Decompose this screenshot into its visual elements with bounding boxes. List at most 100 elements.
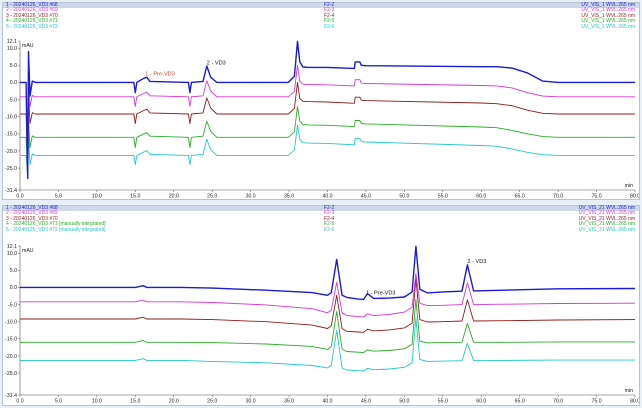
y-tick-label: -15.0 (5, 132, 17, 138)
legend-row[interactable]: 3 - 20240126_VD3 #70 F2-4 UV_VIS_1 WVL:2… (3, 12, 639, 19)
legend-channel: F2-4 (324, 215, 335, 222)
x-tick-label: 5.0 (55, 194, 62, 200)
legend-channel: F2-3 (324, 7, 335, 14)
legend-row[interactable]: 2 - 20240126_VD3 #69 F2-3 UV_VIS_1 WVL:2… (3, 7, 639, 14)
legend-channel: F2-3 (324, 210, 335, 217)
chromatogram-plot-bottom[interactable]: 12.110.05.00.0-5.0-10.0-15.0-20.0-25.0-3… (3, 206, 639, 405)
legend-name: 1 - 20240126_VD3 #68 (6, 205, 58, 211)
y-tick-label: 5.0 (10, 268, 17, 274)
legend-row[interactable]: 5 - 20240126_VD3 #72 [manually integrate… (3, 226, 639, 233)
y-tick-label: -10.0 (5, 114, 17, 120)
legend-channel: F2-2 (324, 205, 335, 211)
y-tick-label: 12.1 (7, 244, 17, 250)
x-tick-label: 35.0 (284, 194, 294, 200)
series-line-4 (20, 298, 635, 353)
x-tick-label: 55.0 (438, 194, 448, 200)
legend-name: 2 - 20240126_VD3 #69 (6, 210, 58, 217)
legend-detector: UV_VIS_21 WVL:265 nm (578, 210, 635, 217)
chromatogram-panel-bottom: 1 - 20240126_VD3 #68 F2-2 UV_VIS_21 WVL:… (2, 205, 640, 406)
legend-name: 5 - 20240126_VD3 #72 (6, 23, 58, 30)
legend-name: 4 - 20240126_VD3 #71 (6, 18, 58, 25)
x-tick-label: 30.0 (246, 399, 256, 405)
x-tick-label: 30.0 (246, 194, 256, 200)
y-axis-label: mAU (22, 43, 34, 49)
legend-detector: UV_VIS_21 WVL:265 nm (578, 215, 635, 222)
legend-detector: UV_VIS_1 WVL:265 nm (581, 18, 635, 25)
x-tick-label: 75.0 (592, 194, 602, 200)
legend-name: 2 - 20240126_VD3 #69 (6, 7, 58, 14)
legend-row[interactable]: 4 - 20240126_VD3 #71 F2-5 UV_VIS_1 WVL:2… (3, 18, 639, 25)
series-line-3 (20, 278, 636, 333)
x-axis-label: min (625, 388, 633, 394)
series-line-2 (20, 273, 636, 318)
peak-label-1: 1 - Pre-VD3 (145, 72, 175, 78)
y-tick-label: 12.1 (7, 39, 17, 45)
legend-row[interactable]: 1 - 20240126_VD3 #68 F2-2 UV_VIS_1 WVL:2… (3, 2, 639, 9)
legend-detector: UV_VIS_21 WVL:265 nm (578, 205, 635, 211)
x-tick-label: 60.0 (476, 399, 486, 405)
series-line-2 (20, 64, 635, 179)
legend-channel: F2-2 (324, 2, 335, 8)
chromatogram-panel-top: 1 - 20240126_VD3 #68 F2-2 UV_VIS_1 WVL:2… (2, 2, 640, 200)
y-tick-label: -10.0 (5, 319, 17, 325)
x-tick-label: 15.0 (130, 194, 140, 200)
x-tick-label: 10.0 (92, 194, 102, 200)
x-tick-label: 20.0 (169, 194, 179, 200)
y-tick-label: 0.0 (10, 80, 17, 86)
y-tick-label: -20.0 (5, 354, 17, 360)
legend-detector: UV_VIS_21 WVL:265 nm (578, 221, 635, 228)
legend-name: 5 - 20240126_VD3 #72 [manually integrate… (6, 226, 106, 233)
x-tick-label: 50.0 (399, 399, 409, 405)
x-tick-label: 10.0 (92, 399, 102, 405)
legend-detector: UV_VIS_1 WVL:265 nm (581, 7, 635, 14)
x-tick-label: 25.0 (207, 194, 217, 200)
legend-name: 1 - 20240126_VD3 #68 (6, 2, 58, 8)
legend-channel: F2-6 (324, 23, 335, 30)
legend-row[interactable]: 4 - 20240126_VD3 #71 [manually integrate… (3, 221, 639, 228)
x-axis-label: min (625, 183, 633, 189)
y-tick-label: -25.0 (5, 371, 17, 377)
series-line-1 (20, 40, 635, 180)
series-line-5 (20, 317, 635, 372)
x-tick-label: 45.0 (361, 194, 371, 200)
legend-channel: F2-5 (324, 221, 335, 228)
x-tick-label: 40.0 (322, 399, 332, 405)
x-tick-label: 55.0 (438, 399, 448, 405)
x-tick-label: 65.0 (515, 194, 525, 200)
x-tick-label: 0.0 (16, 194, 23, 200)
legend-name: 4 - 20240126_VD3 #71 [manually integrate… (6, 221, 106, 228)
x-tick-label: 75.0 (592, 399, 602, 405)
legend-row[interactable]: 5 - 20240126_VD3 #72 F2-6 UV_VIS_1 WVL:2… (3, 23, 639, 30)
legend-row[interactable]: 2 - 20240126_VD3 #69 F2-3 UV_VIS_21 WVL:… (3, 210, 639, 217)
peak-label-2: 2 - VD3 (207, 60, 226, 66)
x-tick-label: 70.0 (553, 194, 563, 200)
legend-channel: F2-4 (324, 12, 335, 19)
y-tick-label: -20.0 (5, 149, 17, 155)
x-tick-label: 45.0 (361, 399, 371, 405)
x-tick-label: 25.0 (207, 399, 217, 405)
chromatogram-plot-top[interactable]: 12.110.05.00.0-5.0-10.0-15.0-20.0-25.0-3… (3, 3, 639, 199)
legend-channel: F2-6 (324, 226, 335, 233)
y-tick-label: 10.0 (7, 46, 17, 52)
x-tick-label: 15.0 (130, 399, 140, 405)
y-axis-label: mAU (22, 248, 34, 254)
y-tick-label: 0.0 (10, 285, 17, 291)
series-line-4 (20, 105, 635, 179)
legend-row[interactable]: 1 - 20240126_VD3 #68 F2-2 UV_VIS_21 WVL:… (3, 205, 639, 212)
x-tick-label: 80.0 (630, 399, 639, 405)
y-tick-label: -5.0 (8, 97, 17, 103)
y-tick-label: 10.0 (7, 251, 17, 257)
legend-row[interactable]: 3 - 20240126_VD3 #70 F2-4 UV_VIS_21 WVL:… (3, 215, 639, 222)
legend-name: 3 - 20240126_VD3 #70 (6, 12, 58, 19)
legend-detector: UV_VIS_1 WVL:265 nm (581, 2, 635, 8)
x-tick-label: 80.0 (630, 194, 639, 200)
series-line-1 (20, 245, 636, 301)
series-line-3 (20, 81, 635, 179)
y-tick-label: -5.0 (8, 302, 17, 308)
y-tick-label: 5.0 (10, 63, 17, 69)
x-tick-label: 5.0 (55, 399, 62, 405)
y-tick-label: -15.0 (5, 337, 17, 343)
x-tick-label: 40.0 (322, 194, 332, 200)
x-tick-label: 35.0 (284, 399, 294, 405)
